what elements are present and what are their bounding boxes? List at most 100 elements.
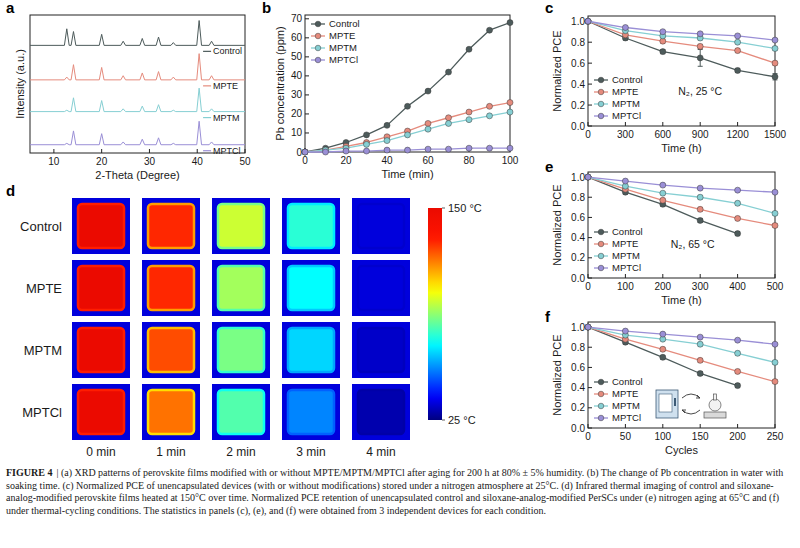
y-tick-label: 0.2 bbox=[571, 252, 585, 263]
thermal-cell bbox=[148, 390, 194, 434]
marker bbox=[772, 189, 778, 195]
x-tick-label: 900 bbox=[692, 129, 709, 140]
column-label: 3 min bbox=[296, 445, 325, 459]
marker bbox=[735, 337, 741, 343]
legend-label: MPTE bbox=[612, 238, 638, 249]
x-tick bbox=[775, 122, 776, 126]
x-tick bbox=[700, 424, 701, 428]
legend-marker bbox=[598, 265, 604, 271]
marker bbox=[660, 182, 666, 188]
marker bbox=[343, 148, 349, 154]
y-tick bbox=[588, 105, 592, 106]
x-tick-label: 150 bbox=[692, 431, 709, 442]
caption: FIGURE 4| (a) XRD patterns of perovskite… bbox=[6, 467, 792, 517]
plot-area bbox=[302, 20, 513, 155]
plot-frame bbox=[588, 322, 775, 428]
x-tick bbox=[53, 149, 54, 153]
panel-letter: d bbox=[6, 182, 15, 199]
marker bbox=[446, 146, 452, 152]
y-tick-label: 0.2 bbox=[571, 402, 585, 413]
legend-label: MPTCl bbox=[612, 412, 641, 423]
thermal-cell bbox=[358, 266, 404, 310]
y-tick bbox=[588, 63, 592, 64]
marker bbox=[772, 341, 778, 347]
legend-label: Control bbox=[612, 226, 643, 237]
x-tick-label: 100 bbox=[617, 281, 634, 292]
marker bbox=[735, 215, 741, 221]
y-tick bbox=[588, 387, 592, 388]
legend-label: MPTM bbox=[612, 250, 640, 261]
marker bbox=[660, 354, 666, 360]
y-tick-label: 0.4 bbox=[571, 382, 585, 393]
legend-label: MPTM bbox=[612, 98, 640, 109]
arrow-head bbox=[682, 410, 686, 413]
error-bar bbox=[735, 351, 740, 355]
error-bar bbox=[660, 355, 665, 359]
marker bbox=[425, 120, 431, 126]
image-ground bbox=[212, 384, 270, 440]
plot-area bbox=[585, 174, 778, 237]
y-tick bbox=[305, 18, 309, 19]
legend-marker bbox=[598, 77, 604, 83]
legend-swatch bbox=[203, 85, 211, 86]
marker bbox=[585, 18, 591, 24]
thermal-cell bbox=[148, 204, 194, 248]
marker bbox=[466, 145, 472, 151]
y-tick-label: 1.0 bbox=[571, 16, 585, 27]
error-bar bbox=[735, 232, 740, 236]
image-ground bbox=[352, 322, 410, 378]
marker bbox=[405, 132, 411, 138]
marker bbox=[660, 331, 666, 337]
legend-marker bbox=[315, 45, 321, 51]
y-tick-label: 10 bbox=[291, 127, 303, 138]
image-ground bbox=[212, 322, 270, 378]
x-tick bbox=[775, 274, 776, 278]
x-tick-label: 400 bbox=[729, 281, 746, 292]
y-tick bbox=[588, 367, 592, 368]
marker bbox=[735, 33, 741, 39]
legend-swatch bbox=[203, 150, 211, 151]
legend-entry: MPTE bbox=[203, 81, 238, 91]
legend-entry: MPTE bbox=[594, 388, 638, 399]
x-tick bbox=[588, 122, 589, 126]
x-axis-title: Cycles bbox=[665, 444, 699, 456]
y-tick-label: 0.8 bbox=[571, 192, 585, 203]
row-label: MPTM bbox=[24, 343, 62, 358]
panel-e: e0100200300400500Time (h)0.00.20.40.60.8… bbox=[545, 158, 784, 306]
x-tick-label: 0 bbox=[585, 281, 591, 292]
error-bar bbox=[735, 48, 740, 52]
series-line bbox=[588, 177, 775, 192]
marker bbox=[772, 210, 778, 216]
y-tick bbox=[588, 84, 592, 85]
plot-frame bbox=[588, 172, 775, 278]
marker bbox=[772, 60, 778, 66]
thermal-cycle-icon bbox=[656, 390, 726, 418]
x-tick bbox=[245, 149, 246, 153]
marker bbox=[697, 185, 703, 191]
marker bbox=[660, 49, 666, 55]
thermal-cell bbox=[218, 266, 264, 310]
marker bbox=[697, 206, 703, 212]
error-bar bbox=[698, 44, 703, 48]
legend-marker bbox=[598, 403, 604, 409]
marker bbox=[384, 147, 390, 153]
x-tick-label: 50 bbox=[620, 431, 632, 442]
y-axis-title: Pb concentration (ppm) bbox=[274, 26, 286, 140]
y-tick bbox=[305, 75, 309, 76]
column-label: 2 min bbox=[226, 445, 255, 459]
error-bar bbox=[698, 195, 703, 199]
marker bbox=[622, 25, 628, 31]
legend-entry: MPTCl bbox=[203, 146, 241, 156]
legend-entry: MPTM bbox=[594, 250, 640, 261]
marker bbox=[302, 149, 308, 155]
series-line bbox=[305, 103, 510, 152]
thermal-cell bbox=[358, 328, 404, 372]
marker bbox=[507, 20, 513, 26]
marker bbox=[507, 145, 513, 151]
thermal-cell bbox=[218, 204, 264, 248]
row-label: MPTE bbox=[26, 281, 62, 296]
y-tick bbox=[305, 94, 309, 95]
legend-entry: Control bbox=[594, 226, 643, 237]
y-tick bbox=[588, 278, 592, 279]
marker bbox=[622, 178, 628, 184]
